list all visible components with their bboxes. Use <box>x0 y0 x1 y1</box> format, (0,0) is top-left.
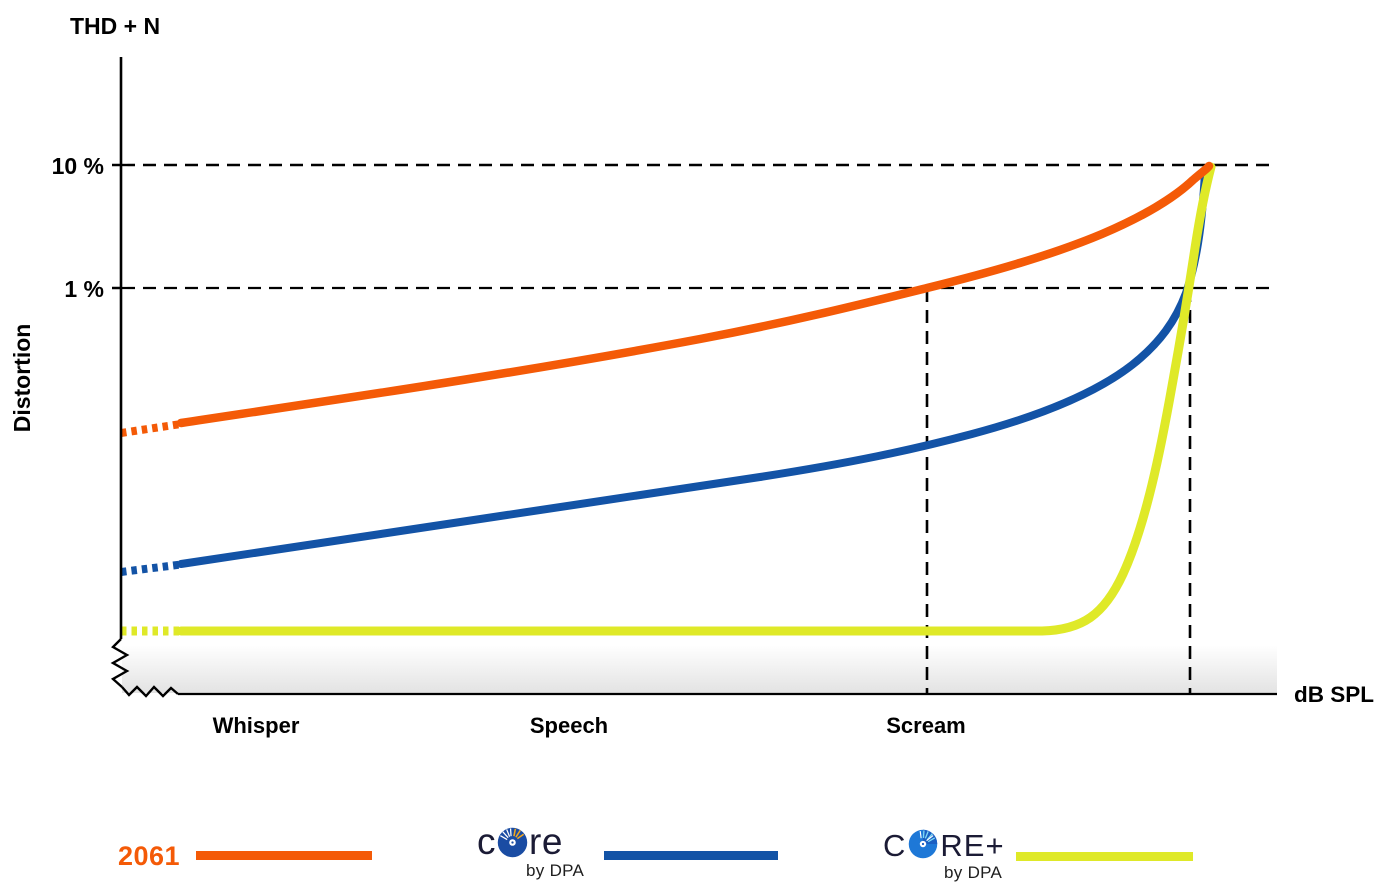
legend-2061-line-swatch <box>196 851 372 860</box>
legend-core-line-swatch <box>604 851 778 860</box>
y-axis-break-zigzag <box>110 638 130 688</box>
xcat-scream: Scream <box>886 713 966 738</box>
core-byline: by DPA <box>526 861 585 881</box>
curve-coreplus-solid <box>176 162 1216 636</box>
ytick-label-10: 10 % <box>52 153 104 179</box>
curve-2061-solid <box>176 161 1214 428</box>
curve-2061 <box>120 161 1214 437</box>
legend-2061-label: 2061 <box>118 841 181 871</box>
core-wordmark-pre: c <box>477 821 496 862</box>
core-wordmark-post: re <box>529 821 563 862</box>
core-disc-icon <box>497 828 528 858</box>
x-axis-break-zigzag <box>121 685 179 698</box>
curve-core <box>120 168 1209 576</box>
core-plus-disc-icon <box>909 829 938 859</box>
curve-coreplus <box>121 162 1216 636</box>
xcat-whisper: Whisper <box>213 713 300 738</box>
xcat-speech: Speech <box>530 713 608 738</box>
axes <box>110 57 1277 698</box>
gridlines <box>112 163 1277 693</box>
curve-core-dotted-start <box>120 560 182 576</box>
legend-coreplus-logo: C RE+ <box>883 829 1005 883</box>
coreplus-wordmark-pre: C <box>883 827 907 863</box>
axis-fade-band <box>122 645 1277 693</box>
curve-2061-dotted-start <box>120 420 182 437</box>
y-axis-title: Distortion <box>9 324 35 433</box>
x-axis-title: dB SPL <box>1294 682 1374 707</box>
legend-core-logo: c re <box>477 821 585 881</box>
chart-title: THD + N <box>70 13 160 39</box>
legend-coreplus-line-swatch <box>1016 852 1193 861</box>
ytick-label-1: 1 % <box>64 276 104 302</box>
curve-core-solid <box>177 168 1209 568</box>
plot-area: THD + N 10 % 1 % Distortion Whisper Spee… <box>9 13 1374 738</box>
coreplus-wordmark-post: RE+ <box>940 827 1005 863</box>
coreplus-byline: by DPA <box>944 863 1003 882</box>
